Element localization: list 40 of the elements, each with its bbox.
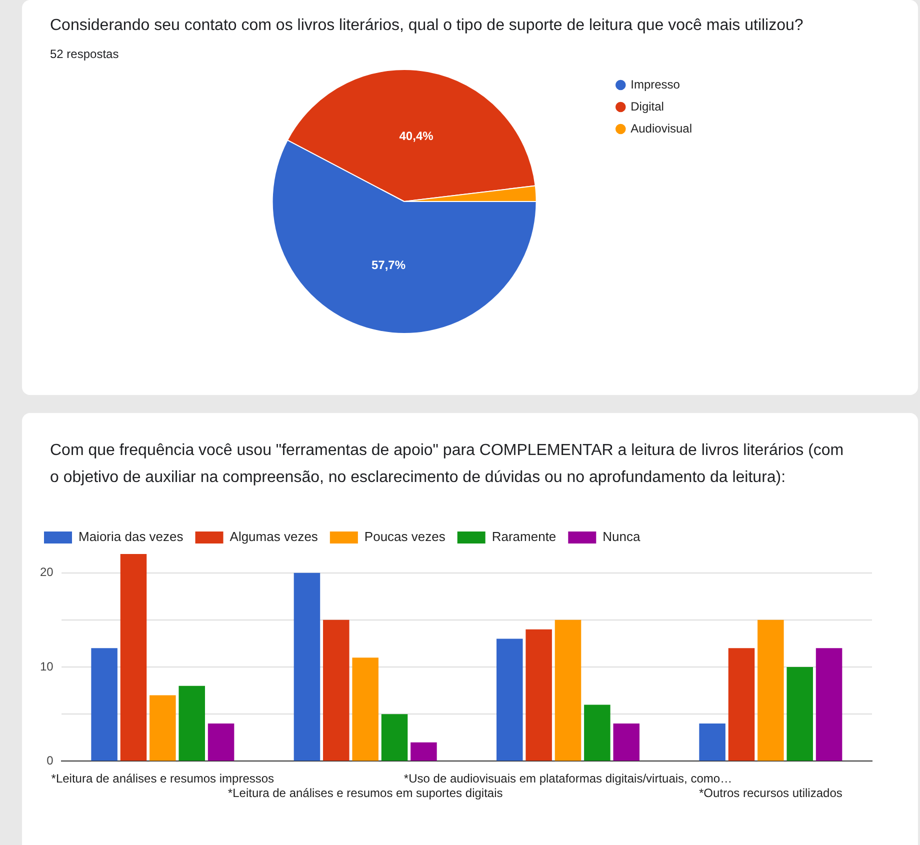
bar <box>584 704 610 761</box>
x-tick-label: *Leitura de análises e resumos impressos <box>51 772 274 786</box>
legend-label: Algumas vezes <box>230 529 318 544</box>
legend-label: Maioria das vezes <box>78 529 184 544</box>
bar <box>526 629 552 761</box>
bar <box>381 714 408 761</box>
legend-label: Raramente <box>492 529 556 544</box>
bar <box>323 620 350 761</box>
data-label: 40,4% <box>399 128 434 143</box>
bar <box>294 572 320 761</box>
bar <box>816 648 842 761</box>
bar <box>728 648 755 761</box>
bar <box>758 620 784 761</box>
legend-label: Audiovisual <box>630 121 692 136</box>
bar <box>208 724 234 761</box>
legend-label: Poucas vezes <box>364 529 446 544</box>
y-tick-label: 0 <box>46 754 54 768</box>
bar <box>496 638 523 761</box>
legend-label: Digital <box>630 99 664 114</box>
y-tick-label: 20 <box>40 565 54 580</box>
bar <box>699 724 726 761</box>
chart-title: Com que frequência você usou "ferramentas de apoio" para COMPLEMENTAR a leitura de livros literários (com o objetivo de auxiliar na compreensão, no esclarecimento de dúvidas ou no aprofundamento da leitura): <box>49 441 845 488</box>
y-tick-label: 10 <box>40 659 54 674</box>
bar <box>410 742 437 761</box>
legend-label: Nunca <box>602 529 642 544</box>
bar <box>554 620 582 761</box>
bar <box>613 724 640 761</box>
x-tick-label: *Outros recursos utilizados <box>698 786 842 800</box>
bar <box>91 648 118 761</box>
bar <box>786 667 813 761</box>
bar <box>120 554 147 761</box>
x-tick-label: *Leitura de análises e resumos em suportes digitais <box>228 786 503 800</box>
x-tick-label: *Uso de audiovisuais em plataformas digitais/virtuais, como… <box>404 772 732 786</box>
bar <box>352 658 378 761</box>
bar <box>178 686 205 761</box>
chart-title: Considerando seu contato com os livros literários, qual o tipo de suporte de leitura que você mais utilizou? <box>49 16 804 36</box>
data-label: 57,7% <box>371 258 406 272</box>
legend-label: Impresso <box>630 77 680 92</box>
bar <box>150 695 176 761</box>
text: 52 respostas <box>50 47 120 61</box>
